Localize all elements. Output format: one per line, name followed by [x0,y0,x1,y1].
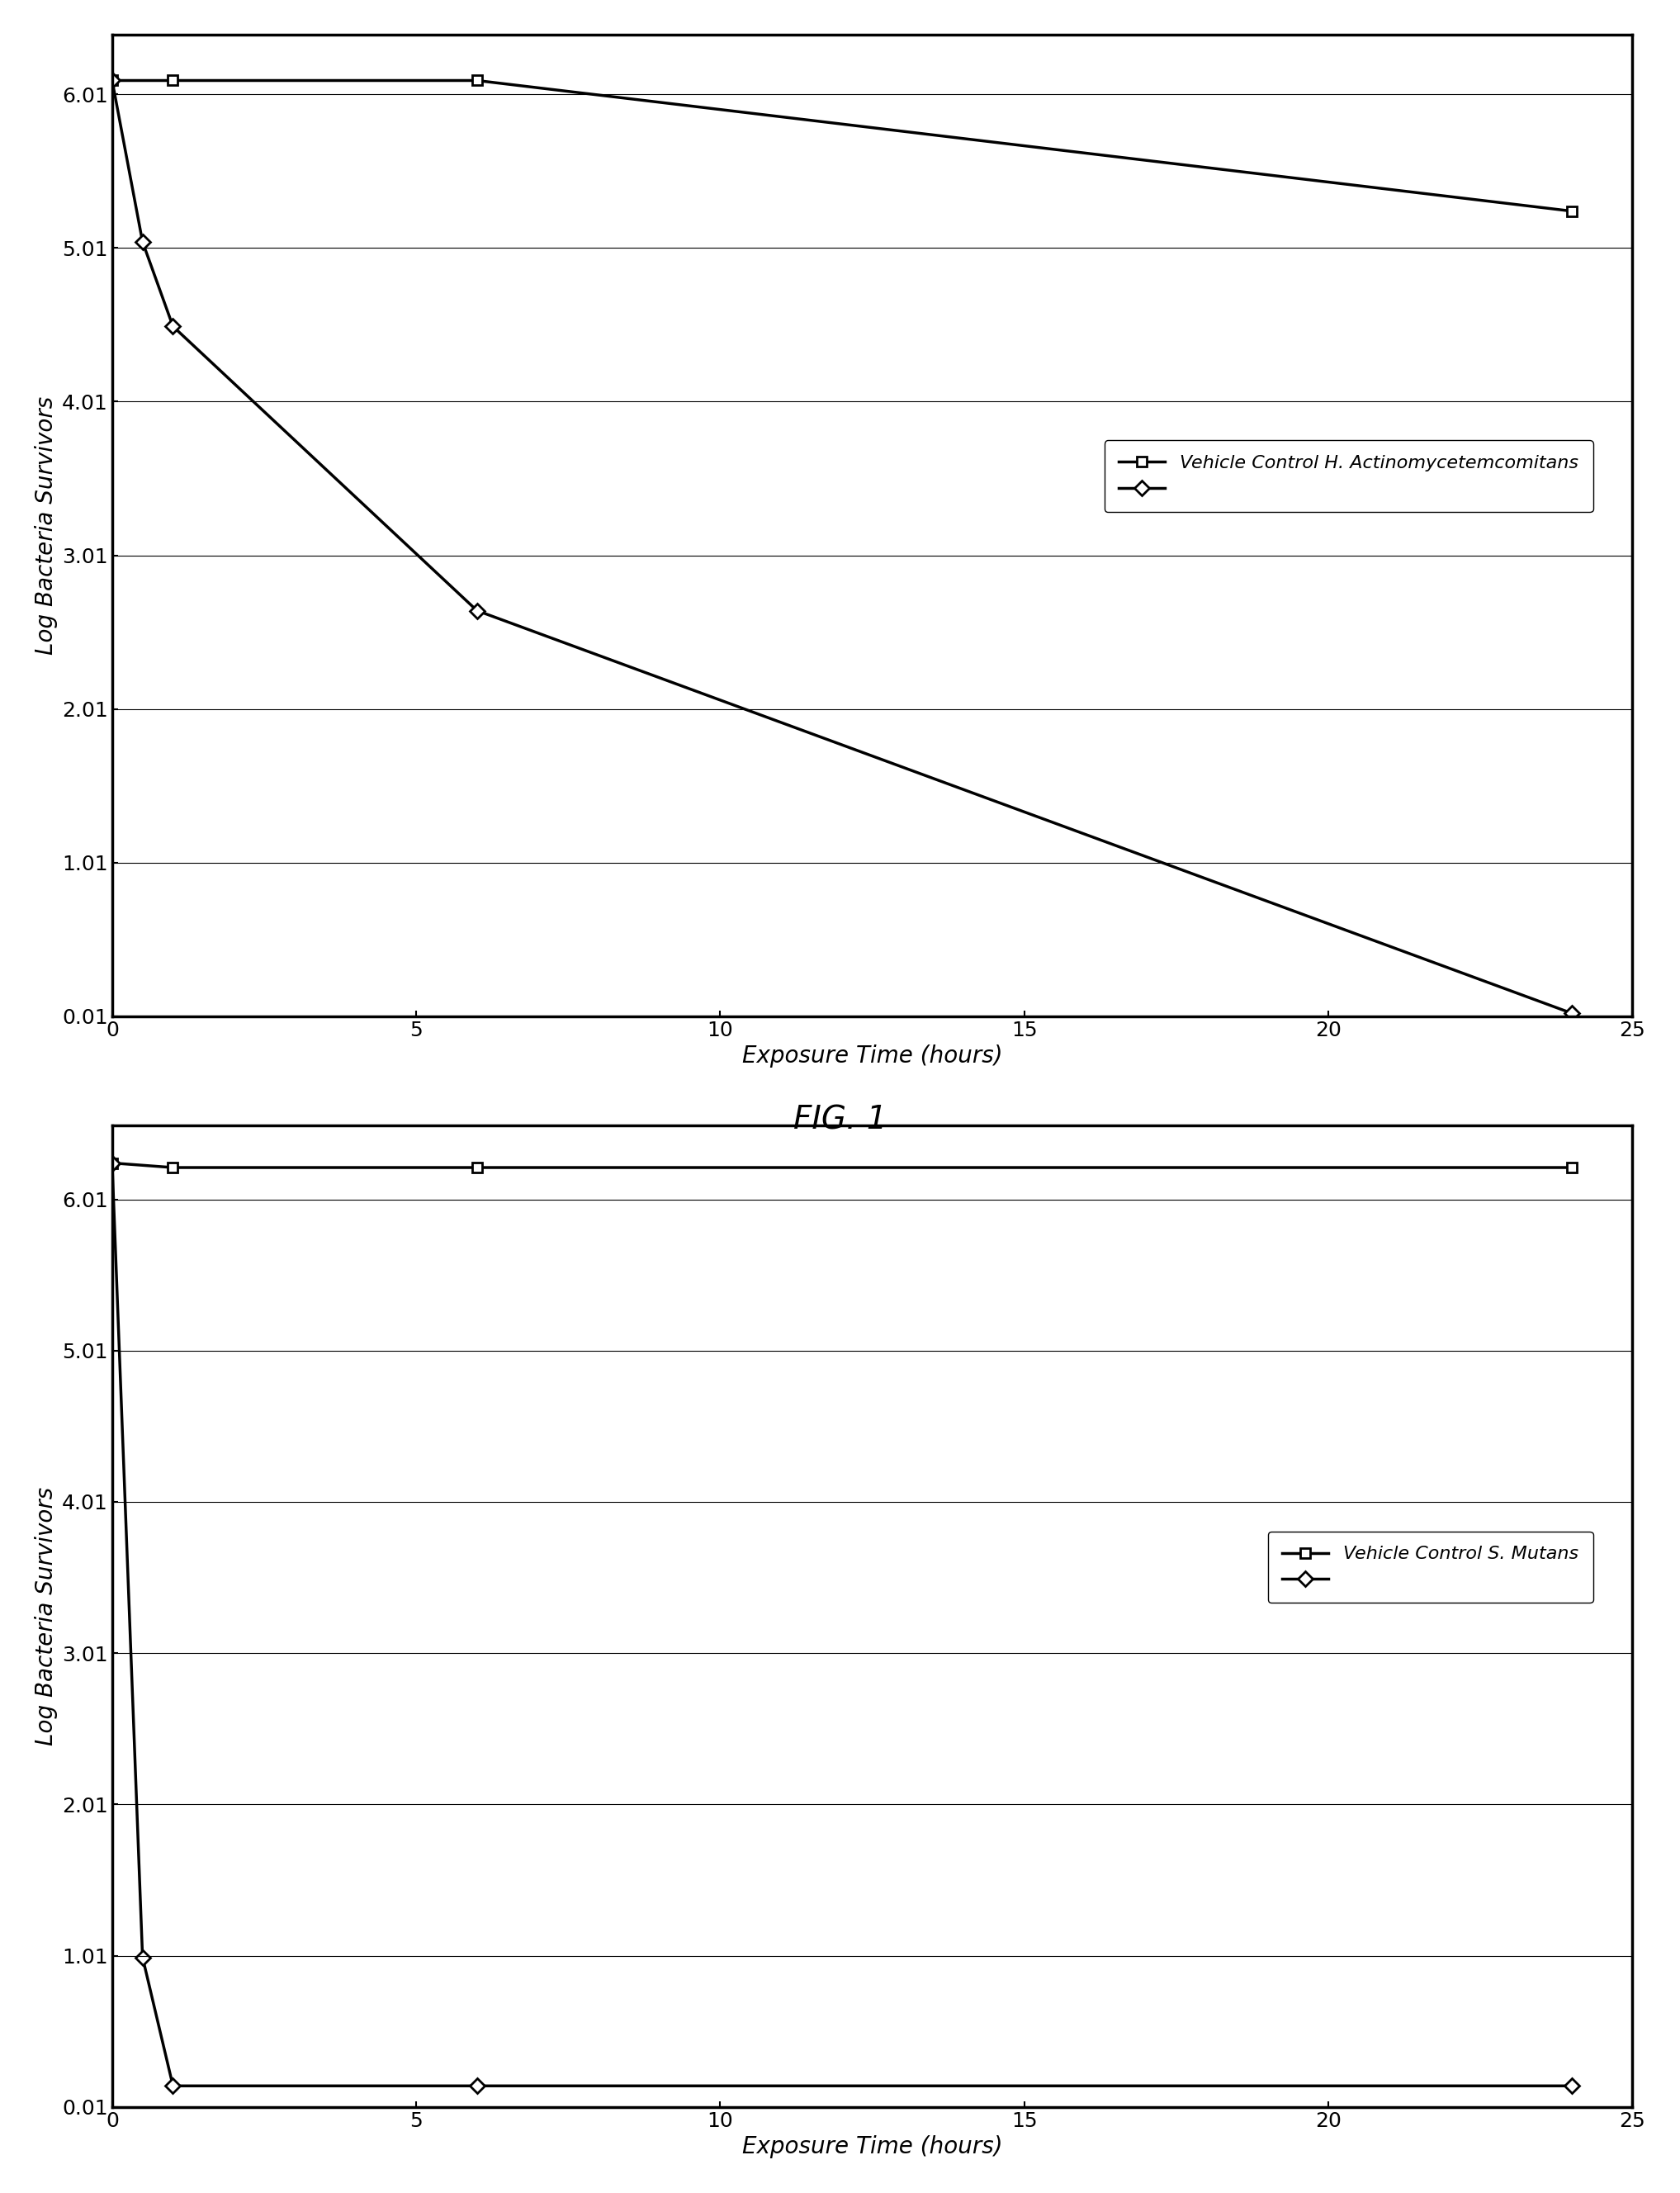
5 S. Mutans [1562,2072,1583,2099]
5 S. Mutans [163,2072,183,2099]
Vehicle Control H. Actinomycetemcomitans [102,68,123,94]
5 H. Actinomycetemcomitans [102,68,123,94]
Vehicle Control S. Mutans [163,1154,183,1180]
Vehicle Control S. Mutans [1562,1154,1583,1180]
Text: FIG. 1: FIG. 1 [793,1103,887,1136]
Line: Vehicle Control S. Mutans: Vehicle Control S. Mutans [108,1158,1578,1173]
5 H. Actinomycetemcomitans [467,596,487,623]
Y-axis label: Log Bacteria Survivors: Log Bacteria Survivors [34,397,57,656]
Y-axis label: Log Bacteria Survivors: Log Bacteria Survivors [34,1487,57,1746]
Line: 5 H. Actinomycetemcomitans: 5 H. Actinomycetemcomitans [108,75,1578,1018]
Vehicle Control H. Actinomycetemcomitans [1562,197,1583,224]
5 S. Mutans [467,2072,487,2099]
Legend: Vehicle Control H. Actinomycetemcomitans, : Vehicle Control H. Actinomycetemcomitans… [1104,441,1593,511]
5 H. Actinomycetemcomitans [1562,1000,1583,1026]
5 H. Actinomycetemcomitans [163,314,183,340]
Vehicle Control H. Actinomycetemcomitans [163,68,183,94]
X-axis label: Exposure Time (hours): Exposure Time (hours) [743,1044,1003,1068]
X-axis label: Exposure Time (hours): Exposure Time (hours) [743,2136,1003,2158]
5 S. Mutans [133,1945,153,1972]
Line: 5 S. Mutans: 5 S. Mutans [108,1158,1578,2092]
Vehicle Control S. Mutans [102,1149,123,1175]
5 H. Actinomycetemcomitans [133,228,153,254]
Legend: Vehicle Control S. Mutans, : Vehicle Control S. Mutans, [1268,1531,1593,1603]
Vehicle Control S. Mutans [467,1154,487,1180]
Line: Vehicle Control H. Actinomycetemcomitans: Vehicle Control H. Actinomycetemcomitans [108,75,1578,217]
5 S. Mutans [102,1149,123,1175]
Vehicle Control H. Actinomycetemcomitans [467,68,487,94]
